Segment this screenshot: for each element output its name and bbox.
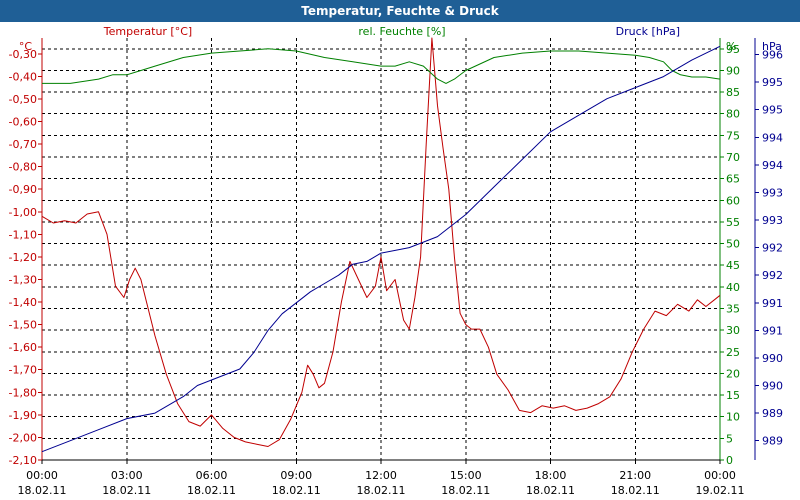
humidity-tick-label: 35	[726, 303, 740, 316]
labels: -0,30 -0,40 -0,50 -0,60 -0,70 -0,80 -0,90 -1,00…	[9, 25, 783, 497]
humidity-tick-label: 60	[726, 194, 740, 207]
axes	[38, 38, 759, 464]
humidity-tick-label: 65	[726, 173, 740, 186]
temperature-tick-label: -2,00	[9, 431, 37, 444]
temperature-tick-label: -1,20	[9, 251, 37, 264]
temperature-tick-label: -1,60	[9, 341, 37, 354]
series-pressure-line	[41, 45, 721, 453]
x-tick-date: 18.02.11	[611, 484, 660, 497]
x-tick-date: 19.02.11	[696, 484, 745, 497]
humidity-tick-label: 75	[726, 129, 740, 142]
humidity-tick-label: 40	[726, 281, 740, 294]
pressure-tick-label: 990	[762, 380, 783, 393]
pressure-tick-label: 989	[762, 407, 783, 420]
humidity-tick-label: 80	[726, 108, 740, 121]
x-tick-time: 03:00	[111, 469, 143, 482]
pressure-tick-label: 995	[762, 76, 783, 89]
temperature-tick-label: -1,00	[9, 206, 37, 219]
pressure-tick-label: 990	[762, 352, 783, 365]
x-tick-time: 06:00	[196, 469, 228, 482]
temperature-tick-label: -1,50	[9, 319, 37, 332]
temperature-tick-label: -2,10	[9, 454, 37, 467]
series-temperature-line	[41, 37, 721, 447]
x-tick-date: 18.02.11	[187, 484, 236, 497]
temperature-tick-label: -0,80	[9, 161, 37, 174]
pressure-tick-label: 996	[762, 49, 783, 62]
pressure-tick-label: 989	[762, 435, 783, 448]
window-title: Temperatur, Feuchte & Druck	[0, 0, 800, 22]
humidity-tick-label: 10	[726, 411, 740, 424]
pressure-tick-label: 991	[762, 324, 783, 337]
humidity-unit: %	[726, 40, 736, 53]
humidity-tick-label: 0	[726, 454, 733, 467]
humidity-tick-label: 70	[726, 151, 740, 164]
x-tick-time: 12:00	[365, 469, 397, 482]
temperature-tick-label: -0,40	[9, 70, 37, 83]
x-tick-date: 18.02.11	[18, 484, 67, 497]
humidity-tick-label: 30	[726, 324, 740, 337]
temperature-tick-label: -0,60	[9, 115, 37, 128]
x-tick-date: 18.02.11	[102, 484, 151, 497]
x-tick-time: 21:00	[619, 469, 651, 482]
humidity-tick-label: 90	[726, 64, 740, 77]
temperature-tick-label: -0,30	[9, 48, 37, 61]
humidity-tick-label: 5	[726, 432, 733, 445]
x-tick-time: 18:00	[535, 469, 567, 482]
temperature-axis-label: Temperatur [°C]	[103, 25, 192, 38]
pressure-tick-label: 992	[762, 269, 783, 282]
humidity-tick-label: 85	[726, 86, 740, 99]
x-tick-date: 18.02.11	[441, 484, 490, 497]
x-tick-time: 09:00	[280, 469, 312, 482]
temperature-tick-label: -1,70	[9, 364, 37, 377]
humidity-tick-label: 95	[726, 43, 740, 56]
pressure-axis-label: Druck [hPa]	[616, 25, 680, 38]
temperature-tick-label: -1,90	[9, 409, 37, 422]
x-tick-time: 15:00	[450, 469, 482, 482]
temperature-unit: °C	[19, 40, 33, 53]
temperature-tick-label: -0,70	[9, 138, 37, 151]
series-humidity-line	[42, 48, 721, 84]
pressure-tick-label: 994	[762, 159, 783, 172]
series	[41, 37, 721, 453]
humidity-axis-label: rel. Feuchte [%]	[358, 25, 445, 38]
temperature-tick-label: -1,80	[9, 386, 37, 399]
pressure-tick-label: 994	[762, 131, 783, 144]
humidity-tick-label: 20	[726, 367, 740, 380]
x-tick-date: 18.02.11	[357, 484, 406, 497]
grid	[41, 38, 721, 461]
temperature-tick-label: -1,40	[9, 296, 37, 309]
humidity-tick-label: 50	[726, 238, 740, 251]
x-tick-time: 00:00	[26, 469, 58, 482]
pressure-tick-label: 995	[762, 104, 783, 117]
pressure-tick-label: 993	[762, 214, 783, 227]
humidity-tick-label: 25	[726, 346, 740, 359]
humidity-tick-label: 15	[726, 389, 740, 402]
pressure-tick-label: 991	[762, 297, 783, 310]
temperature-tick-label: -0,90	[9, 183, 37, 196]
x-tick-date: 18.02.11	[272, 484, 321, 497]
pressure-tick-label: 993	[762, 186, 783, 199]
x-tick-date: 18.02.11	[526, 484, 575, 497]
temperature-tick-label: -1,30	[9, 273, 37, 286]
pressure-tick-label: 992	[762, 242, 783, 255]
humidity-tick-label: 55	[726, 216, 740, 229]
humidity-tick-label: 45	[726, 259, 740, 272]
pressure-unit: hPa	[762, 40, 782, 53]
temperature-tick-label: -1,10	[9, 228, 37, 241]
x-tick-time: 00:00	[704, 469, 736, 482]
temperature-tick-label: -0,50	[9, 93, 37, 106]
